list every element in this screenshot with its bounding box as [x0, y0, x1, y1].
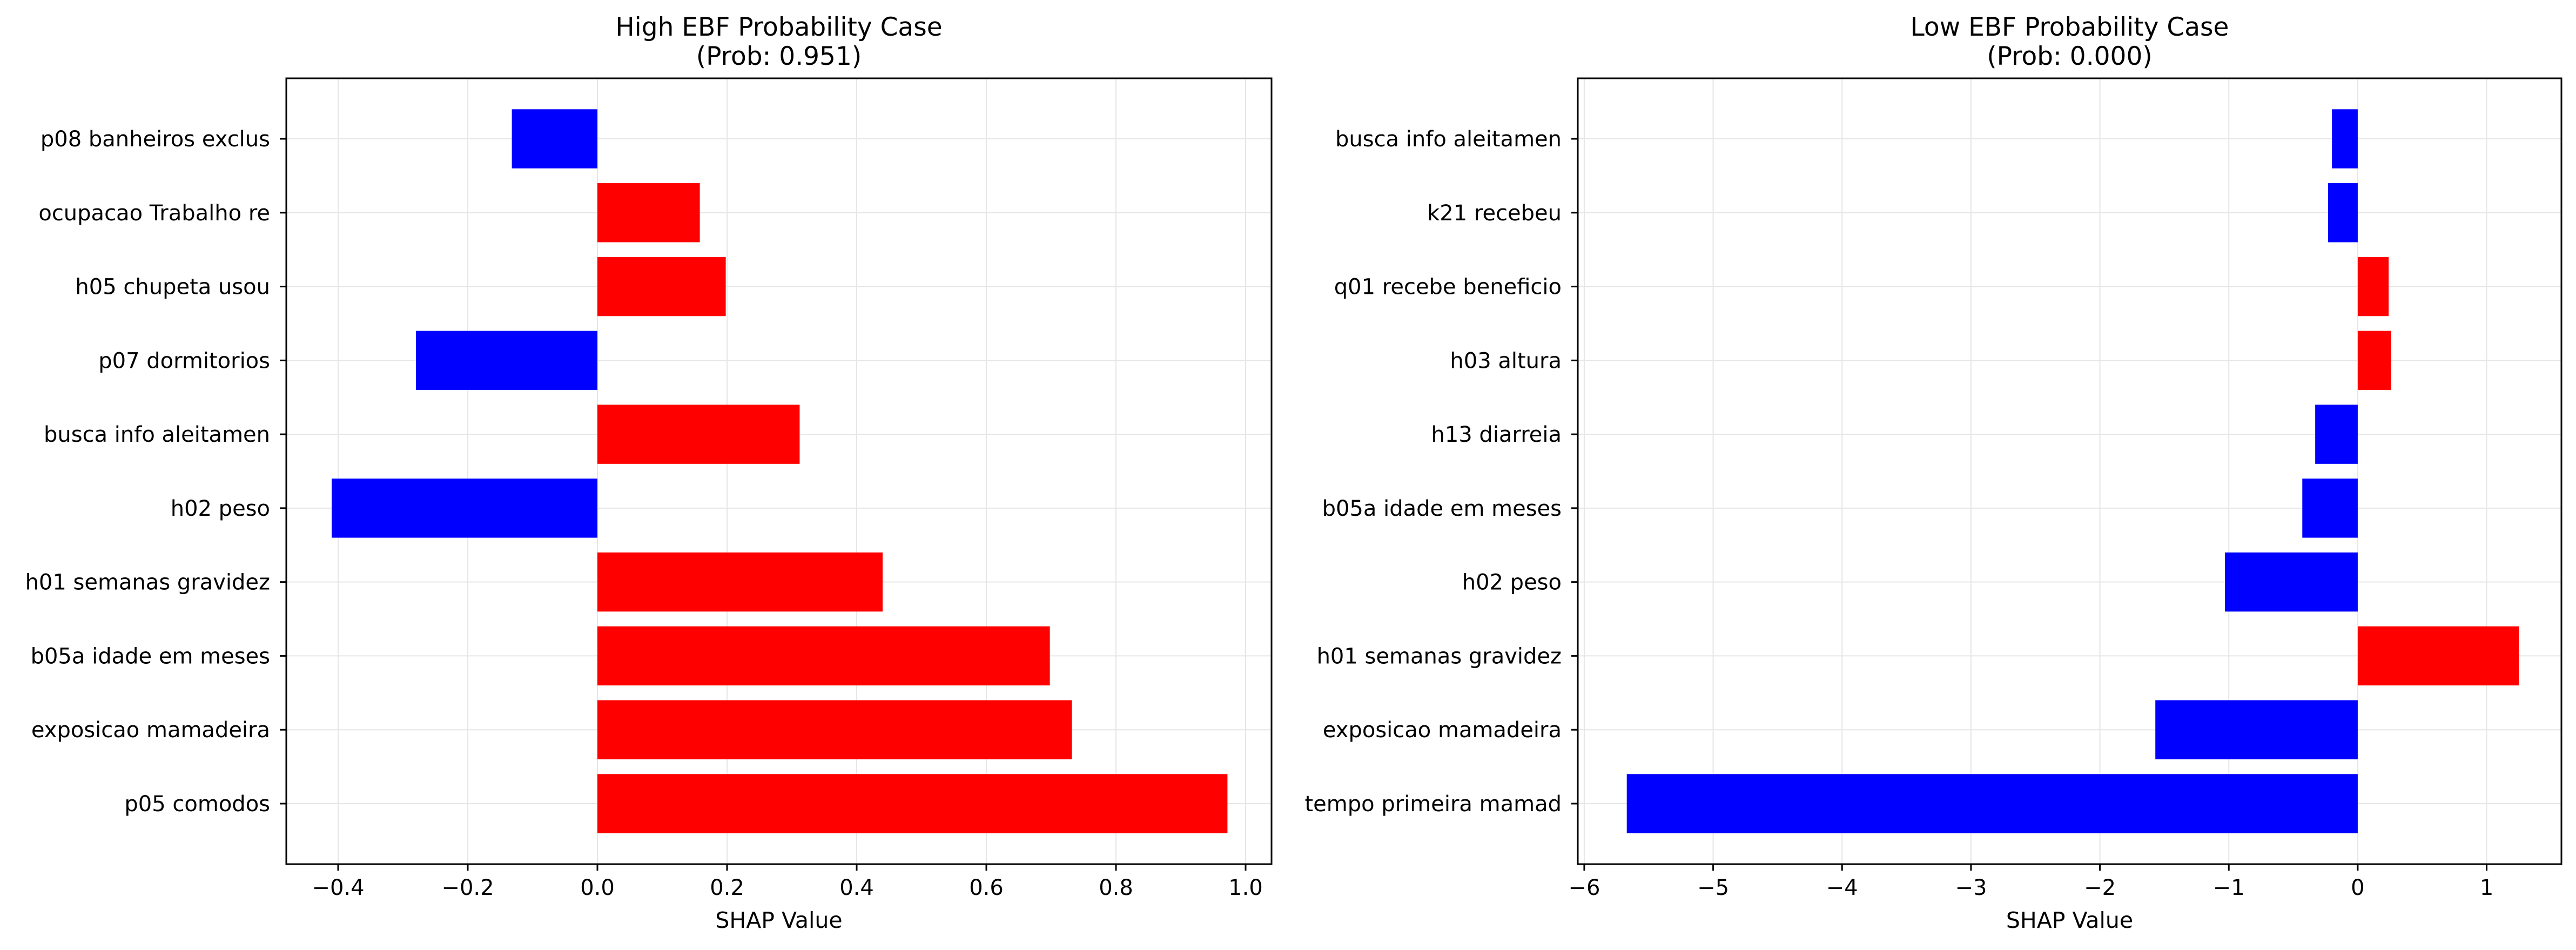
shap-bar	[2357, 626, 2519, 686]
shap-bar	[416, 331, 597, 390]
chart-subtitle: (Prob: 0.951)	[696, 42, 862, 71]
x-tick-label: 0.4	[839, 875, 874, 900]
category-label: busca info aleitamen	[1335, 127, 1562, 152]
category-label: q01 recebe beneficio	[1334, 275, 1562, 300]
category-label: h05 chupeta usou	[75, 275, 270, 300]
chart-subtitle: (Prob: 0.000)	[1987, 42, 2152, 71]
shap-bar	[332, 479, 597, 538]
x-tick-label: 1	[2480, 875, 2493, 900]
category-label: h01 semanas gravidez	[1317, 644, 1562, 669]
category-label: tempo primeira mamad	[1305, 792, 1562, 817]
shap-bar	[2328, 183, 2358, 242]
x-tick-label: −6	[1568, 875, 1600, 900]
shap-bar	[597, 257, 726, 316]
axes-frame	[285, 77, 1273, 865]
category-label: exposicao mamadeira	[1323, 718, 1562, 743]
x-tick-label: −3	[1955, 875, 1987, 900]
category-label: busca info aleitamen	[44, 422, 270, 447]
shap-bar	[597, 552, 883, 612]
shap-bar	[2332, 109, 2358, 169]
category-label: ocupacao Trabalho re	[38, 201, 270, 226]
chart-title: Low EBF Probability Case	[1911, 12, 2229, 42]
shap-bar	[2357, 331, 2391, 390]
category-label: h01 semanas gravidez	[25, 570, 270, 595]
category-label: k21 recebeu	[1427, 201, 1562, 226]
x-axis-label: SHAP Value	[715, 907, 842, 933]
x-axis-label: SHAP Value	[2006, 907, 2133, 933]
category-label: b05a idade em meses	[31, 644, 270, 669]
x-tick-label: −1	[2213, 875, 2245, 900]
category-label: p05 comodos	[124, 792, 270, 817]
axes-frame	[1577, 77, 2562, 865]
shap-bar	[597, 626, 1050, 686]
x-tick-label: 0.0	[580, 875, 615, 900]
x-tick-label: −5	[1697, 875, 1729, 900]
x-tick-label: −4	[1826, 875, 1858, 900]
shap-bar	[597, 700, 1072, 759]
x-tick-label: 0.8	[1099, 875, 1133, 900]
shap-bar	[512, 109, 597, 169]
chart-title: High EBF Probability Case	[615, 12, 942, 42]
x-tick-label: 0.6	[969, 875, 1004, 900]
category-label: p07 dormitorios	[98, 348, 270, 373]
shap-bar	[2315, 405, 2358, 464]
x-tick-label: 0.2	[710, 875, 744, 900]
shap-bar	[597, 405, 800, 464]
category-label: h03 altura	[1450, 348, 1562, 373]
category-label: h02 peso	[171, 496, 270, 521]
x-tick-label: 0	[2351, 875, 2364, 900]
category-label: exposicao mamadeira	[31, 718, 270, 743]
shap-bar	[2302, 479, 2358, 538]
shap-bar	[2357, 257, 2389, 316]
shap-bar	[597, 183, 700, 242]
x-tick-label: −2	[2084, 875, 2116, 900]
category-label: h13 diarreia	[1431, 422, 1562, 447]
category-label: b05a idade em meses	[1322, 496, 1562, 521]
shap-bar	[2155, 700, 2358, 759]
shap-bar	[2225, 552, 2358, 612]
x-tick-label: 1.0	[1228, 875, 1263, 900]
x-tick-label: −0.2	[441, 875, 494, 900]
low-ebf-panel: Low EBF Probability Case(Prob: 0.000) −6 −…	[1305, 12, 2562, 933]
shap-bar	[1626, 774, 2358, 833]
x-tick-label: −0.4	[312, 875, 364, 900]
high-ebf-panel: High EBF Probability Case(Prob: 0.951) −0…	[25, 12, 1273, 933]
shap-bar	[597, 774, 1228, 833]
category-label: h02 peso	[1462, 570, 1562, 595]
category-label: p08 banheiros exclus	[41, 127, 270, 152]
